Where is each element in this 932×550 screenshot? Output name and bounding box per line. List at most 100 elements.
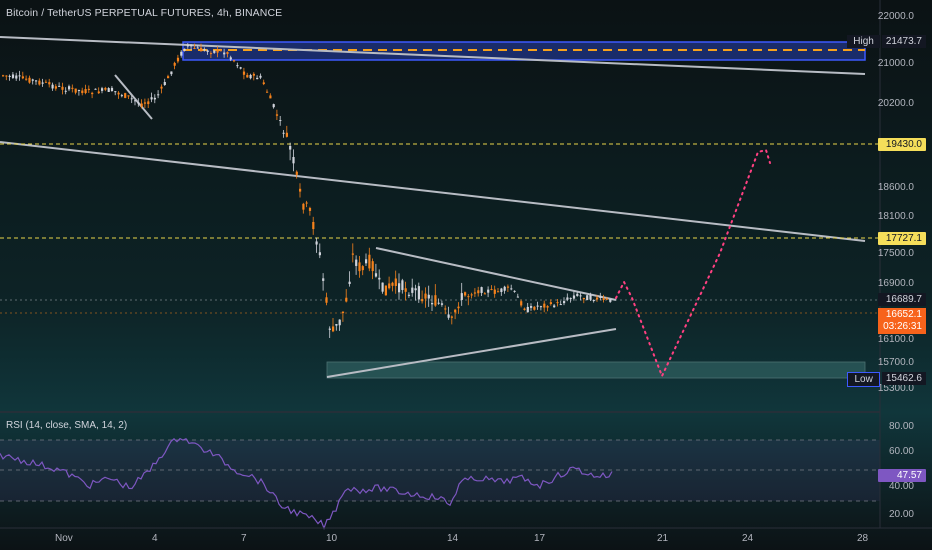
candle-body (107, 88, 110, 92)
candle-body (223, 52, 226, 55)
triangle-lower-line[interactable] (326, 328, 617, 378)
candle-body (233, 60, 236, 62)
candle-body (163, 82, 166, 86)
price-axis-label: 16100.0 (877, 334, 914, 345)
candle-body (487, 289, 490, 293)
candle-body (338, 319, 341, 326)
trendline-short[interactable] (114, 74, 153, 120)
candle-body (556, 302, 559, 304)
candle-body (8, 75, 11, 77)
time-axis-label: 21 (657, 533, 669, 544)
candle-body (473, 292, 477, 294)
candle-body (180, 51, 183, 56)
candle-body (328, 328, 331, 330)
candle-body (219, 50, 222, 52)
candle-body (368, 254, 371, 269)
level-19430-tag[interactable]: 19430.0 (878, 138, 926, 151)
level-17727-tag[interactable]: 17727.1 (878, 232, 926, 245)
candle-body (167, 76, 170, 79)
candle-body (18, 75, 21, 77)
candle-body (589, 295, 592, 300)
candle-body (361, 266, 364, 271)
candle-body (143, 102, 147, 104)
price-axis-label: 15300.0 (877, 383, 914, 394)
candle-body (483, 293, 486, 295)
candle-body (322, 278, 325, 281)
candle-body (275, 114, 279, 116)
candle-body (269, 95, 272, 99)
candle-body (602, 298, 605, 300)
candle-body (213, 50, 216, 53)
candle-body (68, 86, 71, 90)
candle-body (520, 301, 523, 306)
candle-body (464, 292, 467, 296)
high-zone[interactable] (182, 41, 866, 61)
candle-body (315, 241, 318, 245)
candle-body (153, 97, 156, 100)
candle-body (160, 86, 163, 89)
candle-body (97, 91, 100, 94)
candle-body (477, 290, 480, 294)
candle-body (203, 48, 206, 51)
candle-body (94, 88, 97, 90)
candle-body (536, 305, 539, 307)
candle-body (450, 316, 453, 318)
candle-body (470, 294, 473, 296)
candle-body (348, 281, 351, 285)
candle-body (596, 297, 599, 300)
chart-title[interactable]: Bitcoin / TetherUS PERPETUAL FUTURES, 4h… (6, 7, 283, 19)
candle-body (176, 57, 180, 62)
trendline-upper[interactable] (0, 36, 866, 75)
candle-body (285, 132, 288, 137)
triangle-upper-line[interactable] (375, 247, 617, 301)
candle-body (549, 302, 552, 305)
low-tag[interactable]: Low 15462.6 (847, 372, 926, 387)
candle-body (381, 282, 384, 292)
candle-body (526, 306, 529, 313)
candle-body (15, 75, 18, 79)
candle-body (605, 298, 609, 300)
candle-body (249, 74, 252, 79)
candle-body (599, 296, 602, 298)
high-tag-label: High (847, 35, 880, 48)
rsi-indicator-label[interactable]: RSI (14, close, SMA, 14, 2) (6, 420, 128, 431)
candle-body (421, 299, 424, 302)
candle-body (226, 52, 229, 54)
candle-body (609, 299, 612, 302)
price-axis-label: 22000.0 (877, 11, 914, 22)
candle-body (114, 91, 117, 93)
candle-body (186, 44, 189, 47)
candle-body (64, 90, 67, 92)
candle-body (345, 297, 348, 302)
candle-body (140, 103, 143, 107)
candlestick-series (2, 43, 612, 338)
candle-body (434, 295, 437, 306)
candle-body (480, 287, 483, 293)
trendline-long[interactable] (0, 141, 866, 242)
candle-body (91, 92, 94, 95)
rsi-line[interactable] (0, 437, 613, 530)
bar-countdown: 03:26:31 (883, 321, 922, 332)
high-tag[interactable]: High 21473.7 (847, 35, 926, 48)
candle-body (262, 82, 265, 85)
candle-body (305, 202, 308, 204)
price-axis-label: 16900.0 (877, 278, 914, 289)
low-zone[interactable] (326, 361, 866, 379)
candle-body (28, 77, 31, 83)
candle-body (84, 89, 87, 94)
candle-body (200, 47, 203, 52)
current-price-tag: 16652.1 03:26:31 (878, 308, 926, 334)
candle-body (130, 98, 133, 100)
price-axis-label: 18600.0 (877, 182, 914, 193)
candle-body (147, 101, 150, 105)
projection-path[interactable] (615, 148, 771, 379)
candle-body (546, 306, 549, 308)
current-price-value: 16652.1 (885, 309, 922, 320)
candle-body (173, 62, 176, 66)
price-axis-label: 21000.0 (877, 58, 914, 69)
rsi-axis-label: 80.00 (888, 421, 914, 432)
candle-body (454, 309, 457, 313)
candle-body (530, 306, 533, 308)
